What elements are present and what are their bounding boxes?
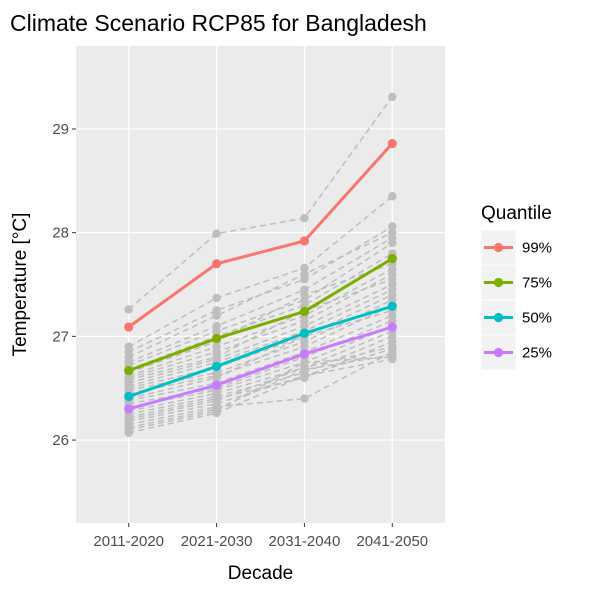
background-point xyxy=(388,354,397,364)
y-tick-label: 26 xyxy=(52,432,69,449)
background-series-line xyxy=(128,273,393,379)
background-series-line xyxy=(128,294,393,389)
background-series-line xyxy=(128,278,393,381)
legend-key-point xyxy=(493,242,504,253)
series-point-99pct xyxy=(387,138,397,149)
series-point-25pct xyxy=(299,349,310,359)
legend: Quantile 99% 75% 50% 25% xyxy=(480,203,552,371)
background-series-line xyxy=(128,242,393,367)
series-point-75pct xyxy=(299,306,310,317)
background-point xyxy=(300,213,309,223)
background-point xyxy=(388,192,397,201)
series-point-50pct xyxy=(387,301,397,311)
series-point-75pct xyxy=(387,253,397,264)
background-point xyxy=(388,92,397,102)
background-point xyxy=(124,428,133,437)
background-point xyxy=(212,408,221,418)
background-series-line xyxy=(128,325,393,408)
series-point-25pct xyxy=(387,322,397,332)
plot-panel xyxy=(76,46,445,523)
quantile-series xyxy=(124,138,397,414)
background-series-line xyxy=(128,309,393,400)
background-series-line xyxy=(128,314,393,402)
background-series-line xyxy=(128,237,393,363)
background-point xyxy=(124,305,133,314)
series-point-50pct xyxy=(299,328,310,338)
background-series-line xyxy=(128,348,393,423)
background-point xyxy=(300,290,309,300)
background-series-line xyxy=(128,345,393,421)
background-series-line xyxy=(128,330,393,412)
legend-label: 50% xyxy=(522,310,552,327)
background-point xyxy=(388,238,397,248)
series-point-75pct xyxy=(124,365,134,376)
series-line-25pct xyxy=(128,325,393,411)
x-axis: 2011-2020 2021-2030 2031-2040 2041-2050 xyxy=(93,523,428,550)
background-series-line xyxy=(128,195,393,348)
series-point-25pct xyxy=(211,380,222,390)
series-point-99pct xyxy=(124,322,134,332)
background-series-line xyxy=(128,252,393,371)
chart-title: Climate Scenario RCP85 for Bangladesh xyxy=(10,10,427,36)
background-point xyxy=(212,293,221,303)
background-point xyxy=(300,365,309,374)
background-series-line xyxy=(128,268,393,377)
x-axis-title: Decade xyxy=(228,563,294,584)
background-series-line xyxy=(128,354,393,429)
series-line-50pct xyxy=(128,304,393,398)
background-series-line xyxy=(128,358,393,434)
background-series-line xyxy=(128,351,393,426)
background-point xyxy=(388,222,397,231)
legend-label: 99% xyxy=(522,240,552,257)
background-point xyxy=(300,269,309,279)
background-series-line xyxy=(128,263,393,374)
y-axis-title: Temperature [°C] xyxy=(10,213,31,357)
background-point xyxy=(300,371,309,380)
legend-title: Quantile xyxy=(481,203,552,224)
y-axis: 26 27 28 29 xyxy=(52,121,76,449)
legend-key-point xyxy=(493,347,504,358)
background-series-line xyxy=(128,289,393,387)
background-series-line xyxy=(128,96,393,310)
background-series-line xyxy=(128,283,393,384)
y-tick-label: 28 xyxy=(52,225,69,242)
background-point xyxy=(212,229,221,238)
series-point-50pct xyxy=(211,361,222,372)
background-point xyxy=(212,311,221,320)
background-series-line xyxy=(128,304,393,395)
series-point-50pct xyxy=(124,391,134,402)
grid xyxy=(76,46,445,523)
series-point-75pct xyxy=(211,333,222,344)
series-point-99pct xyxy=(299,236,310,246)
background-series-line xyxy=(128,340,393,418)
y-tick-label: 27 xyxy=(52,328,69,345)
background-point xyxy=(300,358,309,367)
y-tick-label: 29 xyxy=(52,121,69,138)
legend-label: 25% xyxy=(522,345,552,362)
series-line-99pct xyxy=(127,142,394,329)
legend-label: 75% xyxy=(522,275,552,292)
background-series-line xyxy=(128,335,393,415)
background-series-line xyxy=(128,356,393,431)
x-tick-label: 2031-2040 xyxy=(269,533,341,550)
legend-key-point xyxy=(493,277,504,288)
background-series-line xyxy=(128,231,393,358)
series-point-25pct xyxy=(124,404,134,414)
x-tick-label: 2021-2030 xyxy=(181,533,253,550)
x-tick-label: 2011-2020 xyxy=(93,533,164,550)
background-point xyxy=(300,263,309,273)
series-point-99pct xyxy=(211,259,222,269)
legend-key-point xyxy=(493,312,504,323)
x-tick-label: 2041-2050 xyxy=(356,533,428,550)
series-line-75pct xyxy=(128,257,394,372)
background-point xyxy=(300,394,309,403)
